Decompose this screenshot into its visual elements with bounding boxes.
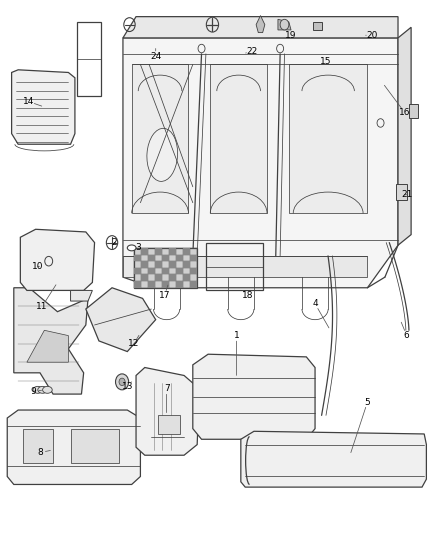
Ellipse shape xyxy=(42,386,52,393)
Polygon shape xyxy=(256,15,265,33)
Polygon shape xyxy=(148,255,155,261)
Text: 22: 22 xyxy=(246,47,258,55)
Polygon shape xyxy=(169,248,176,255)
Polygon shape xyxy=(141,248,148,255)
Text: 10: 10 xyxy=(32,262,43,271)
Text: 11: 11 xyxy=(36,302,48,311)
Polygon shape xyxy=(210,64,267,213)
Polygon shape xyxy=(27,330,68,362)
Polygon shape xyxy=(183,274,190,281)
Ellipse shape xyxy=(38,386,47,393)
Polygon shape xyxy=(162,268,169,274)
Polygon shape xyxy=(158,415,180,434)
Polygon shape xyxy=(134,255,141,261)
Text: 7: 7 xyxy=(164,384,170,393)
Polygon shape xyxy=(176,281,183,288)
Text: 9: 9 xyxy=(31,387,36,396)
Text: 18: 18 xyxy=(242,291,253,300)
Polygon shape xyxy=(136,368,199,455)
Polygon shape xyxy=(14,288,88,394)
Polygon shape xyxy=(132,64,188,213)
Text: 20: 20 xyxy=(366,31,378,40)
Polygon shape xyxy=(190,255,197,261)
Polygon shape xyxy=(162,255,169,261)
Polygon shape xyxy=(123,38,398,288)
Polygon shape xyxy=(141,274,148,281)
Text: 24: 24 xyxy=(150,52,161,61)
Ellipse shape xyxy=(33,386,42,393)
Polygon shape xyxy=(409,104,418,118)
Text: 6: 6 xyxy=(404,331,410,340)
Text: 12: 12 xyxy=(128,339,140,348)
Polygon shape xyxy=(134,281,141,288)
Circle shape xyxy=(119,378,125,385)
Text: 3: 3 xyxy=(135,244,141,253)
Polygon shape xyxy=(20,229,95,290)
Polygon shape xyxy=(148,268,155,274)
Polygon shape xyxy=(148,281,155,288)
Polygon shape xyxy=(289,64,367,213)
Ellipse shape xyxy=(127,245,136,251)
Text: 21: 21 xyxy=(401,190,413,199)
Text: 8: 8 xyxy=(37,448,43,457)
Polygon shape xyxy=(313,22,321,30)
Text: 2: 2 xyxy=(111,238,117,247)
Circle shape xyxy=(280,19,289,30)
Polygon shape xyxy=(176,268,183,274)
Polygon shape xyxy=(176,255,183,261)
Polygon shape xyxy=(123,17,398,38)
Polygon shape xyxy=(241,431,426,487)
Polygon shape xyxy=(7,410,141,484)
Polygon shape xyxy=(193,354,315,439)
Text: 15: 15 xyxy=(320,58,332,66)
Text: 17: 17 xyxy=(159,291,170,300)
Polygon shape xyxy=(22,429,53,463)
Polygon shape xyxy=(183,261,190,268)
Polygon shape xyxy=(169,274,176,281)
Text: 4: 4 xyxy=(312,299,318,308)
Text: 19: 19 xyxy=(285,31,297,40)
Text: 5: 5 xyxy=(364,398,370,407)
Polygon shape xyxy=(169,261,176,268)
Polygon shape xyxy=(71,290,92,301)
Text: 13: 13 xyxy=(122,382,133,391)
Polygon shape xyxy=(71,429,119,463)
Ellipse shape xyxy=(147,128,177,181)
Polygon shape xyxy=(86,288,155,352)
Polygon shape xyxy=(155,248,162,255)
Polygon shape xyxy=(162,281,169,288)
Text: 16: 16 xyxy=(399,108,410,117)
Polygon shape xyxy=(155,274,162,281)
Polygon shape xyxy=(141,261,148,268)
Polygon shape xyxy=(155,261,162,268)
Polygon shape xyxy=(190,281,197,288)
Polygon shape xyxy=(396,184,407,200)
Polygon shape xyxy=(278,19,291,30)
Polygon shape xyxy=(190,268,197,274)
Polygon shape xyxy=(183,248,190,255)
Polygon shape xyxy=(123,256,367,277)
Polygon shape xyxy=(12,70,75,144)
Text: 14: 14 xyxy=(23,97,35,106)
Polygon shape xyxy=(134,268,141,274)
Circle shape xyxy=(116,374,129,390)
Text: 1: 1 xyxy=(233,331,239,340)
Polygon shape xyxy=(398,27,411,245)
Polygon shape xyxy=(134,248,197,288)
